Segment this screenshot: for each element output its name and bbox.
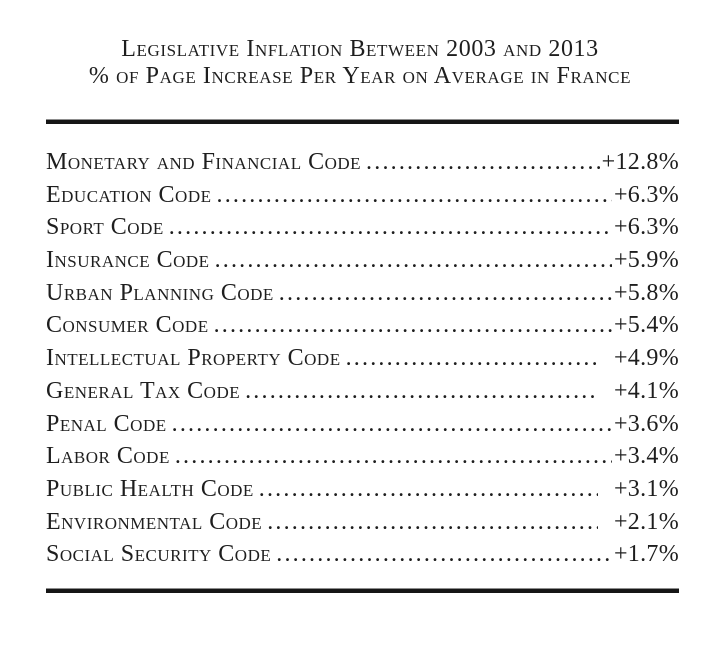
row-label: Social Security Code [46,541,272,568]
table-row: Consumer Code...........................… [46,309,679,342]
table-row: Monetary and Financial Code.............… [46,146,679,179]
row-label: Monetary and Financial Code [46,149,362,175]
row-value: +3.1% [613,475,679,502]
table-row: Labor Code..............................… [46,440,679,473]
dot-leader: ........................................… [216,181,612,208]
table-subtitle: % of Page Increase Per Year on Average i… [88,63,632,89]
table-row: Sport Code..............................… [46,211,679,244]
table-row: Penal Code..............................… [46,408,679,441]
table-title-block: Legislative Inflation Between 2003 and 2… [0,36,720,90]
dot-leader: ........................................… [276,541,612,568]
bottom-rule [46,588,679,593]
row-label: Urban Planning Code [46,279,274,306]
row-label: Education Code [46,181,212,208]
dot-leader: ........................................… [213,312,612,339]
table-row: Insurance Code..........................… [46,244,679,277]
dot-leader: ........................................… [214,247,612,274]
row-value: +5.9% [613,247,679,274]
table-row: Social Security Code....................… [46,538,679,571]
table-row: Intellectual Property Code..............… [46,342,679,375]
table-rows: Monetary and Financial Code.............… [46,146,679,571]
row-label: Consumer Code [46,312,209,339]
row-value: +5.4% [613,312,679,339]
dot-leader: ........................................… [278,279,612,306]
row-label: Penal Code [46,410,167,437]
dot-leader: ........................................… [245,377,598,404]
dot-leader: ........................................… [168,214,612,241]
row-label: Environmental Code [46,508,263,535]
row-value: +6.3% [613,181,679,208]
dot-leader: ........................................… [345,345,598,372]
row-value: +4.9% [613,345,679,372]
row-label: Intellectual Property Code [46,345,341,372]
table-row: Urban Planning Code.....................… [46,277,679,310]
row-label: General Tax Code [46,377,241,404]
row-value: +2.1% [613,508,679,535]
row-value: +6.3% [613,214,679,241]
dot-leader: ........................................… [366,149,600,175]
row-value: +3.4% [613,443,679,470]
row-label: Labor Code [46,443,170,470]
table-row: Environmental Code......................… [46,506,679,539]
table-row: Public Health Code......................… [46,473,679,506]
row-label: Insurance Code [46,247,210,274]
dot-leader: ........................................… [174,443,612,470]
table-row: General Tax Code........................… [46,375,679,408]
row-label: Sport Code [46,214,164,241]
row-label: Public Health Code [46,475,254,502]
top-rule [46,119,679,124]
dot-leader: ........................................… [258,475,598,502]
row-value: +3.6% [613,410,679,437]
row-value: +12.8% [601,149,679,175]
table-row: Education Code..........................… [46,179,679,212]
dot-leader: ........................................… [267,508,598,535]
dot-leader: ........................................… [171,410,612,437]
row-value: +1.7% [613,541,679,568]
row-value: +4.1% [613,377,679,404]
row-value: +5.8% [613,279,679,306]
table-title: Legislative Inflation Between 2003 and 2… [121,36,599,62]
